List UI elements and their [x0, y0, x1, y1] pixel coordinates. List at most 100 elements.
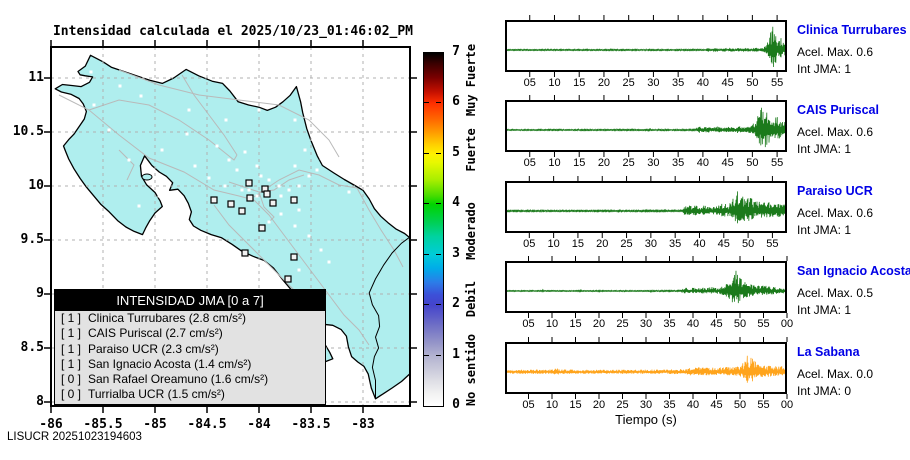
road — [356, 187, 404, 268]
station-marker-dot — [347, 190, 351, 194]
station-marker-dot — [307, 174, 311, 178]
waveform-tick-label: 25 — [620, 238, 633, 250]
int-jma-label: Int JMA: 1 — [797, 303, 852, 317]
waveform-tick-label: 50 — [741, 238, 755, 250]
station-marker-square — [263, 190, 271, 198]
station-marker-dot — [193, 164, 197, 168]
x-tick-label: -83.5 — [291, 417, 331, 432]
panama-border — [368, 237, 410, 399]
colorbar-tick-mark — [436, 152, 441, 154]
colorbar-tick-mark — [436, 253, 441, 255]
station-marker-square — [258, 224, 266, 232]
station-marker-dot — [307, 234, 311, 238]
station-marker-square — [246, 194, 254, 202]
seismogram-panel-paraiso-ucr: Paraiso UCR Acel. Max. 0.6 Int JMA: 1 05… — [505, 176, 910, 257]
waveform-plot — [505, 176, 787, 238]
x-tick-label: -84 — [247, 417, 271, 432]
legend-entry: [ 1 ] CAIS Puriscal (2.7 cm/s²) — [55, 326, 325, 341]
waveform-tick-label: 30 — [639, 399, 653, 411]
station-marker-square — [284, 275, 292, 283]
waveform-tick-label: 50 — [733, 318, 747, 330]
waveform-frame — [505, 20, 787, 72]
colorbar-tick-label: 1 — [452, 346, 460, 362]
waveform-tick-label: 40 — [686, 318, 700, 330]
colorbar-tick-label: 6 — [452, 94, 460, 110]
legend-intensity-tag: [ 1 ] — [61, 326, 82, 341]
seismogram-panel-cais-puriscal: CAIS Puriscal Acel. Max. 0.6 Int JMA: 1 … — [505, 95, 910, 176]
legend-entry: [ 1 ] Paraiso UCR (2.3 cm/s²) — [55, 342, 325, 357]
station-marker-dot — [227, 158, 231, 162]
attribution-text: LISUCR 20251023194603 — [7, 431, 142, 443]
station-marker-dot — [293, 118, 297, 122]
road — [88, 99, 238, 161]
waveform-tick-label: 30 — [647, 157, 660, 169]
road — [213, 204, 310, 306]
colorbar-tick-mark — [424, 253, 429, 255]
acel-max-label: Acel. Max. 0.6 — [797, 206, 874, 220]
colorbar-tick-mark — [424, 354, 429, 356]
waveform-tick-label: 20 — [597, 77, 611, 89]
waveform-tick-label: 30 — [639, 318, 653, 330]
station-marker-square — [245, 179, 253, 187]
station-marker-dot — [297, 184, 301, 188]
station-marker-dot — [319, 248, 323, 252]
legend-intensity-tag: [ 1 ] — [61, 311, 82, 325]
legend-intensity-tag: [ 1 ] — [61, 356, 82, 371]
station-marker-dot — [287, 188, 291, 192]
station-marker-dot — [255, 164, 259, 168]
waveform-tick-label: 15 — [573, 77, 586, 89]
waveform-tick-label: 30 — [647, 77, 660, 89]
waveform-tick-label: 45 — [721, 157, 734, 169]
station-marker-dot — [207, 176, 211, 180]
legend-intensity-tag: [ 0 ] — [61, 387, 82, 402]
colorbar-tick-label: 0 — [452, 397, 460, 412]
chira-island — [141, 173, 153, 181]
waveform-tick-label: 35 — [672, 157, 685, 169]
seismogram-panel-san-ignacio-acosta: San Ignacio Acosta Acel. Max. 0.5 Int JM… — [505, 256, 910, 337]
waveform-tick-label: 40 — [693, 238, 706, 250]
x-tick-label: -85 — [143, 417, 167, 432]
road — [118, 69, 340, 158]
intensity-legend: INTENSIDAD JMA [0 a 7] [ 1 ] Clinica Turr… — [54, 289, 326, 405]
waveform-tick-label: 20 — [597, 157, 611, 169]
waveform-tick-label: 10 — [548, 77, 561, 89]
colorbar-tick-label: 2 — [452, 296, 460, 312]
waveform-frame — [505, 181, 787, 233]
waveform-tick-label: 50 — [746, 77, 759, 89]
station-marker-dot — [89, 70, 93, 74]
waveform-tick-label: 25 — [616, 399, 629, 411]
legend-station-label: Turrialba UCR (1.5 cm/s²) — [88, 387, 225, 402]
station-marker-dot — [293, 224, 297, 228]
road — [58, 94, 255, 201]
waveform-tick-label: 30 — [644, 238, 657, 250]
waveform-tick-label: 55 — [766, 238, 779, 250]
station-marker-dot — [224, 118, 228, 122]
y-tick-label: 8 — [36, 394, 44, 409]
legend-station-label: Paraiso UCR (2.3 cm/s²) — [88, 341, 219, 356]
waveform-trace — [506, 355, 786, 383]
seismogram-panel-clinica-turrubares: Clinica Turrubares Acel. Max. 0.6 Int JM… — [505, 15, 910, 96]
waveform-tick-label: 10 — [545, 318, 559, 330]
waveform-tick-label: 20 — [592, 399, 606, 411]
station-marker-dot — [243, 150, 247, 154]
seismogram-panel-la-sabana: La Sabana Acel. Max. 0.0 Int JMA: 0 05 10… — [505, 337, 910, 418]
station-marker-dot — [240, 188, 244, 192]
waveform-tick-label: 45 — [710, 399, 723, 411]
station-marker-square — [290, 253, 298, 261]
waveform-plot — [505, 337, 788, 399]
waveform-tick-label: 00 — [780, 318, 794, 330]
station-marker-dot — [297, 208, 301, 212]
waveform-tick-label: 15 — [569, 399, 582, 411]
station-marker-square — [290, 196, 298, 204]
station-marker-square — [241, 249, 249, 257]
colorbar-tick-mark — [436, 102, 441, 104]
waveform-tick-label: 55 — [757, 399, 770, 411]
road — [118, 149, 135, 181]
station-marker-dot — [327, 260, 331, 264]
waveform-tick-label: 20 — [596, 238, 609, 250]
waveform-trace — [506, 270, 786, 304]
waveform-tick-label: 45 — [710, 318, 723, 330]
colorbar-tick-mark — [436, 354, 441, 356]
map-frame — [50, 46, 411, 407]
station-name: La Sabana — [797, 345, 860, 359]
